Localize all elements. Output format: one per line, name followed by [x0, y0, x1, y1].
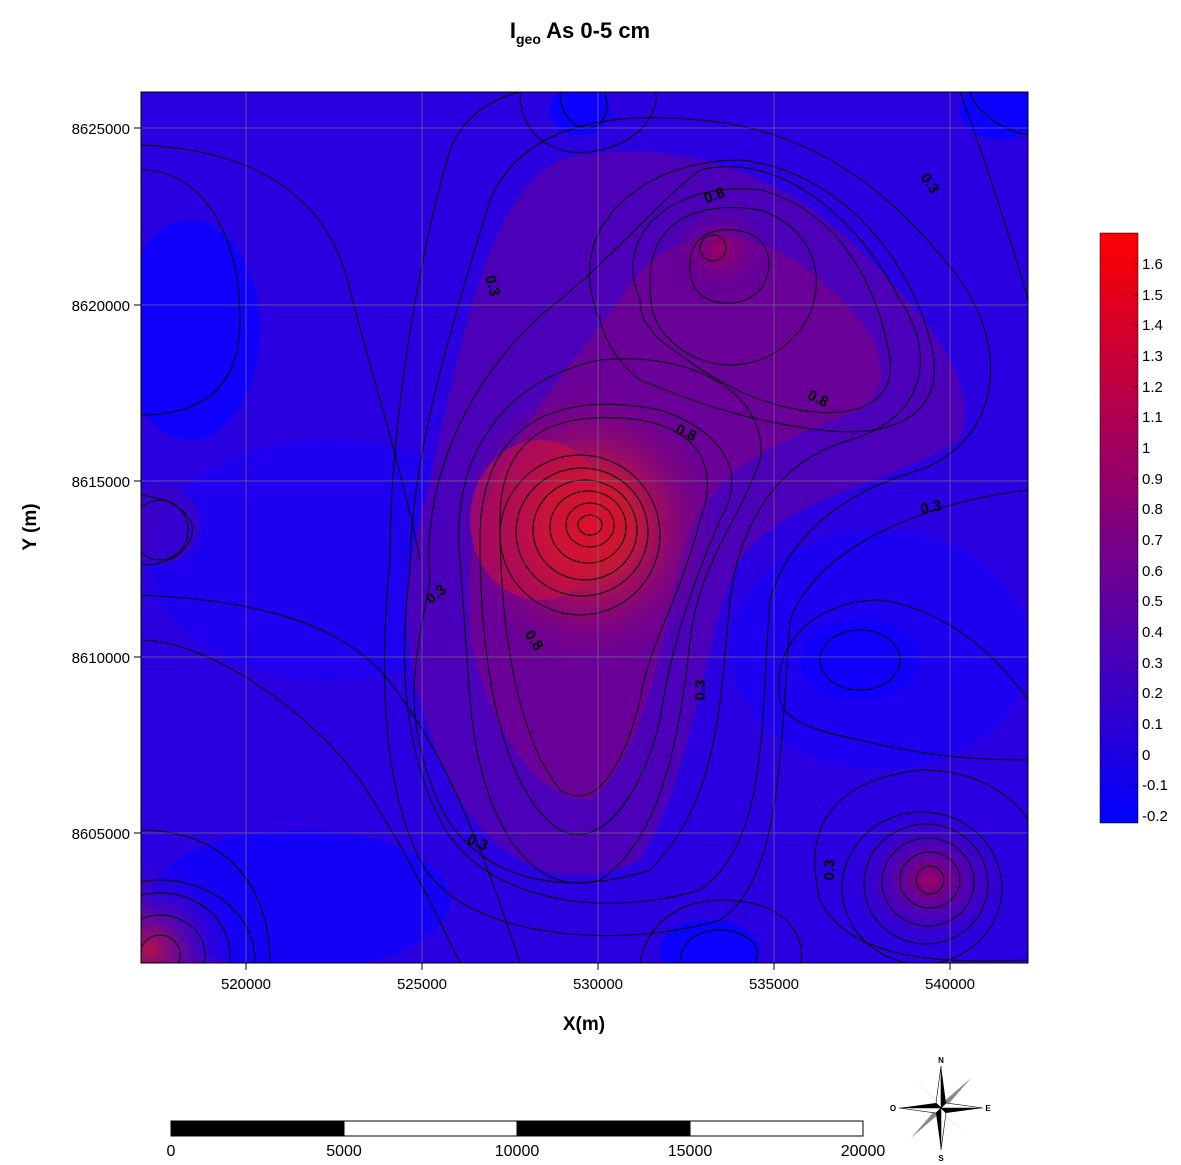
colorbar-label: 1.3 [1142, 348, 1163, 365]
compass-rose-icon: N E S O [890, 1056, 991, 1163]
contour-label: 0.3 [481, 274, 503, 299]
y-axis-title: Y (m) [20, 503, 41, 550]
y-tick-label: 8620000 [72, 298, 130, 315]
map-gridlines [141, 92, 1028, 963]
contour-label: 0.8 [702, 184, 727, 207]
y-tick-label: 8605000 [72, 826, 130, 843]
scale-label: 10000 [495, 1143, 540, 1160]
contour-label: 0.3 [465, 831, 490, 854]
colorbar-label: 1.5 [1142, 287, 1163, 304]
colorbar-label: 0.9 [1142, 471, 1163, 488]
x-tick-label: 525000 [397, 976, 447, 993]
low-zone-south [660, 920, 760, 963]
colorbar-label: 1 [1142, 440, 1150, 457]
x-axis: 520000 525000 530000 535000 540000 X(m) [221, 963, 975, 1035]
contour-label: 0.3 [692, 680, 709, 701]
scale-label: 0 [167, 1143, 176, 1160]
colorbar-ramp [1099, 232, 1139, 824]
scale-segment [517, 1121, 690, 1136]
map-frame [140, 91, 1029, 964]
compass-letter: O [890, 1104, 896, 1113]
x-tick-label: 530000 [573, 976, 623, 993]
y-axis: 8625000 8620000 8615000 8610000 8605000 … [20, 121, 141, 843]
colorbar-ticks [1132, 263, 1138, 817]
scale-label: 5000 [326, 1143, 362, 1160]
x-tick-label: 535000 [749, 976, 799, 993]
scale-outline [170, 1120, 864, 1137]
x-tick-label: 520000 [221, 976, 271, 993]
colorbar-label: 0.4 [1142, 624, 1163, 641]
map-title: Igeo As 0-5 cm [510, 18, 650, 47]
contour-label: 0.3 [821, 860, 838, 881]
peak-zone-inner [470, 440, 610, 600]
colorbar-label: -0.2 [1142, 808, 1168, 825]
colorbar-labels: 1.6 1.5 1.4 1.3 1.2 1.1 1 0.9 0.8 0.7 0.… [1142, 256, 1168, 825]
y-tick-label: 8610000 [72, 650, 130, 667]
compass-letter: N [938, 1056, 944, 1065]
colorbar-label: 0 [1142, 747, 1150, 764]
colorbar: 1.6 1.5 1.4 1.3 1.2 1.1 1 0.9 0.8 0.7 0.… [1099, 232, 1168, 825]
colorbar-label: 1.6 [1142, 256, 1163, 273]
colorbar-label: 0.5 [1142, 593, 1163, 610]
contour-label: 0.3 [919, 497, 943, 518]
colorbar-label: 1.2 [1142, 379, 1163, 396]
y-tick-label: 8615000 [72, 474, 130, 491]
colorbar-label: 0.8 [1142, 501, 1163, 518]
colorbar-label: 0.2 [1142, 685, 1163, 702]
colorbar-label: 0.3 [1142, 655, 1163, 672]
colorbar-label: 1.1 [1142, 409, 1163, 426]
low-zone-west [141, 220, 260, 440]
scale-segment [689, 1120, 864, 1137]
low-zone-north [550, 92, 610, 135]
scale-label: 15000 [668, 1143, 713, 1160]
high-zone-southwest [141, 860, 240, 963]
scale-label: 20000 [841, 1143, 886, 1160]
colorbar-label: -0.1 [1142, 777, 1168, 794]
compass-letter: E [985, 1104, 991, 1113]
low-zone-east-halo [730, 530, 1028, 770]
high-zone-north [660, 195, 780, 305]
colorbar-label: 0.1 [1142, 716, 1163, 733]
x-axis-title: X(m) [563, 1014, 605, 1035]
scale-segment [171, 1121, 344, 1136]
x-tick-label: 540000 [925, 976, 975, 993]
mid-zone-west [141, 485, 200, 565]
colorbar-label: 0.6 [1142, 563, 1163, 580]
colorbar-label: 0.7 [1142, 532, 1163, 549]
y-tick-label: 8625000 [72, 121, 130, 138]
contour-map: 0.8 0.3 0.3 0.8 0.8 0.3 0.3 0.8 0.3 0.3 … [141, 92, 1028, 963]
scale-bar: 0 5000 10000 15000 20000 [167, 1120, 886, 1160]
colorbar-label: 1.4 [1142, 317, 1163, 334]
scale-segment [343, 1120, 518, 1137]
high-zone-southeast [850, 810, 1010, 950]
compass-letter: S [938, 1154, 944, 1163]
